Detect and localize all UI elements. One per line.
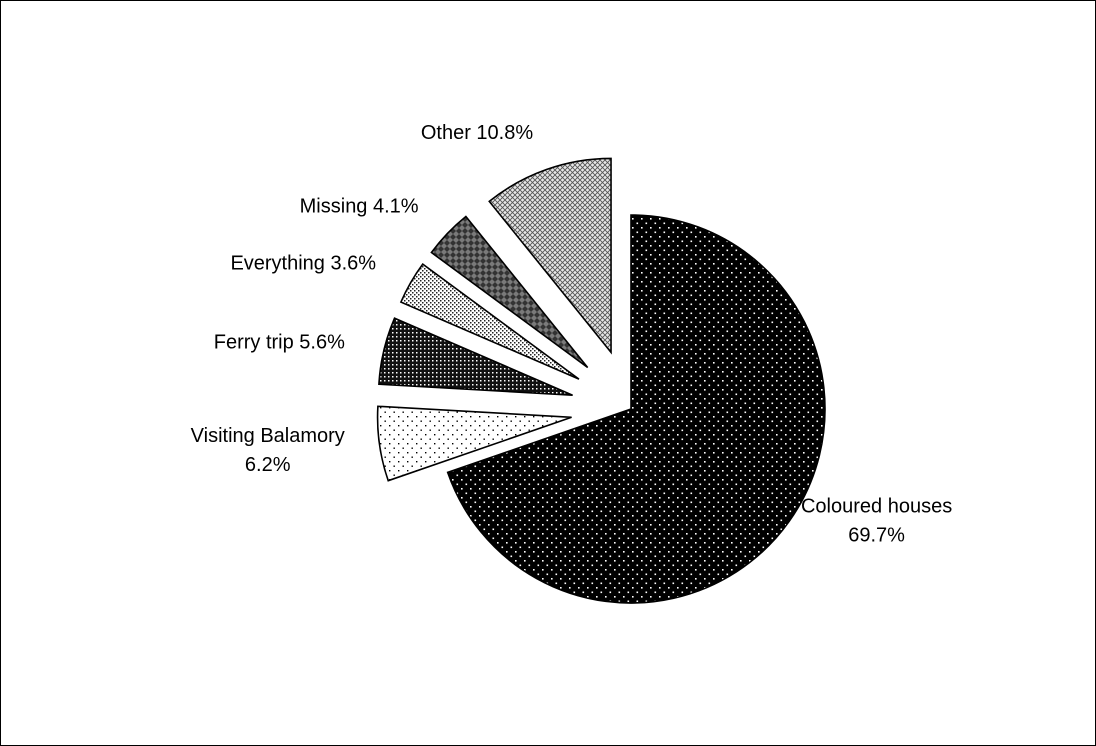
- slice-label-line: Coloured houses: [801, 495, 952, 517]
- slice-label-ferry-trip: Ferry trip 5.6%: [214, 331, 345, 353]
- pie-slice-ferry-trip: [378, 317, 573, 396]
- pie-slice-everything: [399, 262, 580, 380]
- pie-slice-coloured-houses: [446, 214, 826, 604]
- slice-label-visiting-balamory: Visiting Balamory 6.2%: [191, 425, 345, 476]
- slice-label-coloured-houses: Coloured houses 69.7%: [801, 495, 952, 546]
- slice-label-line: Visiting Balamory: [191, 425, 345, 447]
- slice-label-missing: Missing 4.1%: [300, 196, 419, 218]
- pie-slice-visiting-balamory: [376, 405, 572, 482]
- pie-slice-other: [488, 157, 612, 355]
- slice-label-everything: Everything 3.6%: [230, 253, 376, 275]
- slice-label-line: 69.7%: [848, 524, 905, 546]
- pie-slice-missing: [430, 215, 589, 369]
- slice-label-line: Other 10.8%: [421, 122, 534, 144]
- slice-label-line: Everything 3.6%: [230, 253, 376, 275]
- slice-label-other: Other 10.8%: [421, 122, 534, 144]
- slice-label-line: 6.2%: [245, 454, 291, 476]
- slice-label-line: Missing 4.1%: [300, 196, 419, 218]
- slice-label-line: Ferry trip 5.6%: [214, 331, 345, 353]
